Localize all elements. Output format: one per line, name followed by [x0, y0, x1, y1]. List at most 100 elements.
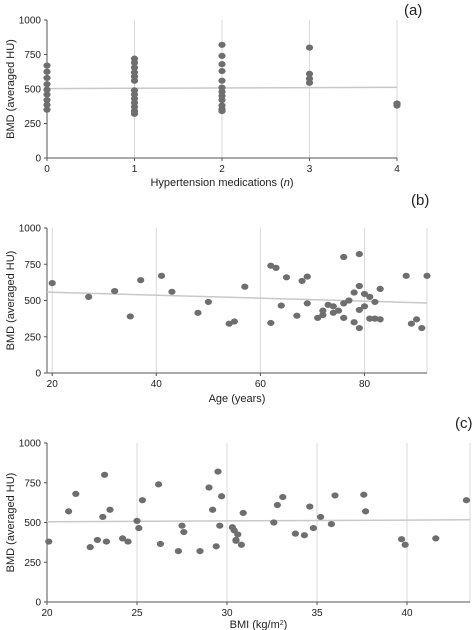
- x-tick-label: 2: [219, 164, 225, 175]
- data-point: [407, 320, 415, 327]
- data-point: [204, 298, 212, 306]
- data-point: [376, 316, 384, 323]
- panel-label: (c): [455, 415, 473, 432]
- x-tick-label: 40: [401, 608, 413, 619]
- data-point: [85, 293, 93, 300]
- data-point: [303, 300, 311, 307]
- data-point: [218, 41, 226, 48]
- data-point: [119, 535, 127, 542]
- data-point: [157, 272, 166, 279]
- data-point: [156, 540, 164, 548]
- data-point: [350, 289, 358, 296]
- x-axis-label: Age (years): [209, 393, 266, 405]
- x-tick-label: 1: [132, 164, 138, 175]
- x-tick-label: 20: [41, 608, 53, 619]
- x-tick-label: 80: [359, 379, 371, 390]
- data-point: [43, 106, 51, 113]
- x-axis-label-superscript: 2: [280, 620, 284, 627]
- data-point: [340, 300, 348, 307]
- data-point: [216, 522, 224, 529]
- data-point: [130, 77, 139, 84]
- y-tick-label: 0: [35, 598, 41, 609]
- data-point: [218, 52, 226, 59]
- data-point: [402, 272, 410, 279]
- panel-label: (a): [404, 2, 422, 19]
- data-point: [178, 522, 186, 529]
- data-point: [155, 481, 163, 488]
- data-point: [366, 315, 374, 322]
- data-point: [135, 524, 143, 532]
- data-point: [293, 312, 301, 319]
- data-point: [393, 102, 401, 109]
- panel-a: 0 250 500 750 1000 0 1 2 3 4 BMD (averaged HU) Hype…: [5, 2, 422, 189]
- data-point: [355, 324, 363, 332]
- data-point: [86, 544, 94, 551]
- y-tick-label: 0: [35, 369, 41, 380]
- x-tick-label: 3: [307, 164, 313, 175]
- x-axis-label-main: BMI (kg/m: [230, 619, 280, 630]
- y-tick-label: 250: [24, 332, 41, 343]
- data-point: [317, 513, 325, 521]
- data-point: [218, 493, 226, 500]
- data-point: [298, 277, 306, 285]
- data-point: [272, 264, 280, 271]
- data-point: [462, 497, 470, 504]
- data-point: [306, 503, 314, 510]
- data-point: [360, 290, 369, 298]
- data-point: [432, 535, 440, 542]
- data-point: [43, 74, 51, 82]
- y-axis-label: BMD (averaged HU): [5, 473, 17, 573]
- data-point: [218, 61, 226, 68]
- data-point: [239, 509, 247, 517]
- data-point: [277, 302, 285, 309]
- data-point: [345, 297, 353, 304]
- data-point: [376, 285, 384, 292]
- data-point: [212, 543, 220, 550]
- data-point: [360, 491, 368, 498]
- data-point: [340, 314, 348, 321]
- y-tick-label: 750: [24, 478, 41, 489]
- x-tick-label: 60: [255, 379, 267, 390]
- data-point: [43, 86, 51, 93]
- data-point: [137, 277, 145, 284]
- data-point: [205, 484, 213, 491]
- data-point: [99, 513, 107, 521]
- y-tick-label: 250: [24, 558, 41, 569]
- data-point: [194, 309, 202, 316]
- data-point: [93, 536, 101, 544]
- data-point: [111, 287, 119, 295]
- data-point: [106, 506, 114, 513]
- data-point: [282, 274, 291, 281]
- panel-label: (b): [411, 192, 429, 209]
- data-point: [43, 96, 51, 104]
- data-point: [180, 528, 188, 536]
- data-point: [43, 81, 51, 88]
- data-point: [279, 493, 287, 501]
- data-point: [291, 530, 299, 537]
- data-point: [270, 519, 278, 526]
- x-tick-label: 20: [47, 379, 59, 390]
- x-axis-label: BMI (kg/m2): [230, 619, 288, 630]
- y-tick-label: 750: [24, 50, 41, 61]
- data-point: [43, 91, 51, 98]
- panel-c: 0 250 500 750 1000 20 25 30 35 40 BMD (averaged HU…: [5, 415, 473, 630]
- data-point: [331, 492, 339, 499]
- x-tick-label: 0: [44, 164, 50, 175]
- y-axis-label: BMD (averaged HU): [5, 251, 17, 351]
- panel-b: 0 250 500 750 1000 20 40 60 80 BMD (averaged HU) A…: [5, 192, 431, 405]
- data-point: [401, 541, 409, 548]
- data-point: [329, 303, 337, 310]
- data-point: [360, 303, 369, 310]
- data-point: [355, 251, 363, 258]
- x-tick-label: 25: [131, 608, 143, 619]
- data-point: [366, 293, 374, 300]
- data-point: [43, 101, 51, 108]
- data-point: [65, 508, 73, 515]
- data-point: [45, 538, 53, 545]
- data-point: [218, 107, 226, 115]
- data-point: [355, 282, 363, 290]
- data-point: [130, 59, 139, 66]
- data-point: [218, 77, 226, 84]
- y-tick-label: 1000: [19, 224, 42, 235]
